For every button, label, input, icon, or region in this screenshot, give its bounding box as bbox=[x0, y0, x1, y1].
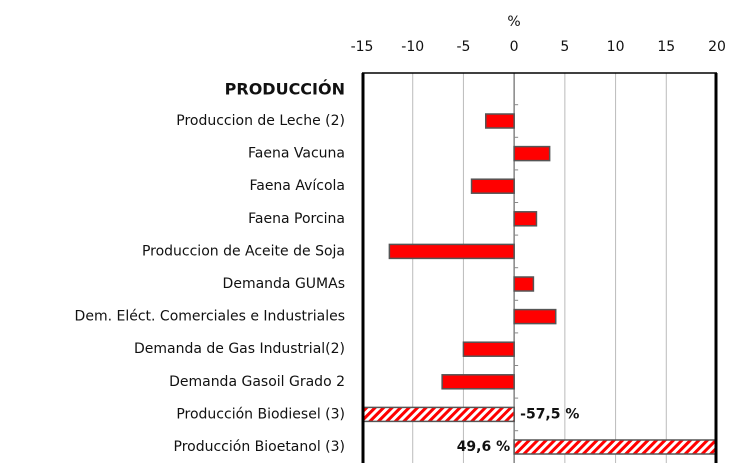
bar bbox=[470, 178, 515, 194]
x-tick-label: 15 bbox=[657, 39, 675, 55]
bar bbox=[462, 341, 515, 357]
x-tick-label: 0 bbox=[510, 39, 519, 55]
y-tick-label: Produccion de Aceite de Soja bbox=[142, 243, 345, 259]
bar bbox=[513, 211, 538, 227]
value-label: 49,6 % bbox=[457, 439, 510, 455]
y-tick-label: Faena Porcina bbox=[248, 211, 345, 227]
y-tick-label: Demanda Gasoil Grado 2 bbox=[169, 374, 345, 390]
y-tick-label: Faena Vacuna bbox=[248, 146, 345, 162]
y-tick-label: Producción Biodiesel (3) bbox=[176, 406, 345, 422]
bar bbox=[513, 308, 557, 325]
y-tick-label: Demanda GUMAs bbox=[223, 276, 345, 292]
y-tick-label: Demanda de Gas Industrial(2) bbox=[134, 341, 345, 357]
bar bbox=[362, 406, 515, 423]
x-tick-label: -10 bbox=[401, 39, 424, 55]
bar bbox=[441, 374, 515, 390]
x-tick-label: 5 bbox=[560, 39, 569, 55]
bar bbox=[513, 145, 551, 162]
bar bbox=[388, 243, 515, 260]
x-tick-label: 10 bbox=[607, 39, 625, 55]
bar bbox=[484, 113, 515, 129]
x-axis-label: % bbox=[507, 14, 520, 30]
x-tick-label: 20 bbox=[708, 39, 726, 55]
x-tick-label: -15 bbox=[351, 39, 374, 55]
value-label: -57,5 % bbox=[520, 406, 579, 422]
bar bbox=[513, 276, 535, 292]
y-tick-label: Faena Avícola bbox=[249, 178, 345, 194]
x-tick-label: -5 bbox=[456, 39, 470, 55]
group-label: PRODUCCIÓN bbox=[225, 80, 345, 99]
y-tick-label: Produccion de Leche (2) bbox=[176, 113, 345, 129]
y-tick-label: Producción Bioetanol (3) bbox=[174, 439, 346, 455]
y-tick-label: Dem. Eléct. Comerciales e Industriales bbox=[75, 309, 345, 325]
bar bbox=[513, 439, 717, 455]
